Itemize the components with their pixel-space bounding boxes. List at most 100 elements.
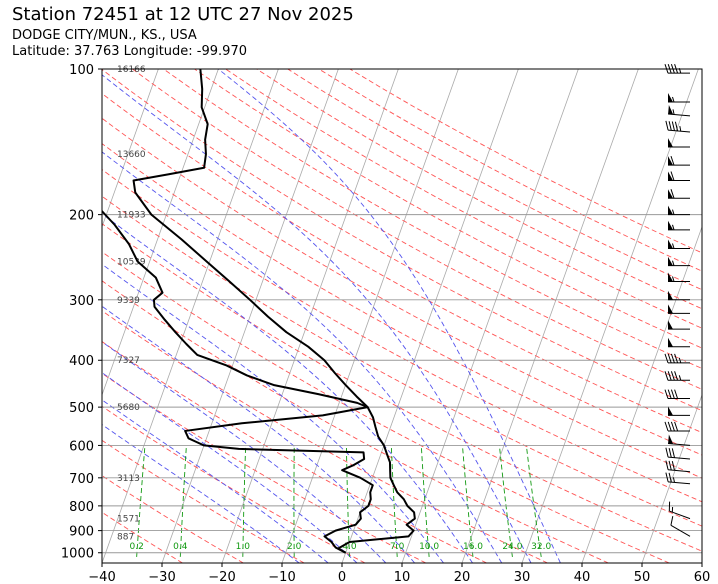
wind-barb-half bbox=[672, 209, 675, 215]
wind-barb-full bbox=[668, 460, 672, 471]
mixing-ratio-line bbox=[136, 445, 146, 557]
wind-barb-half bbox=[672, 109, 675, 115]
wind-barb-half bbox=[672, 477, 675, 483]
moist-adiabat-line bbox=[102, 399, 329, 563]
wind-barb-full bbox=[667, 353, 672, 364]
mixing-ratio-label: 0.2 bbox=[130, 542, 144, 552]
wind-barb-flag bbox=[668, 138, 673, 148]
wind-barb bbox=[668, 205, 690, 216]
wind-barb bbox=[664, 421, 690, 432]
y-tick-label: 700 bbox=[69, 472, 94, 487]
isotherm-line bbox=[581, 225, 702, 563]
moist-adiabat-line bbox=[102, 424, 300, 563]
x-tick-label: 40 bbox=[574, 570, 591, 584]
wind-barb-half bbox=[672, 260, 675, 266]
dewpoint-profile bbox=[102, 209, 374, 554]
x-tick-label: 20 bbox=[454, 570, 471, 584]
wind-barb bbox=[668, 501, 691, 520]
moist-adiabat-line bbox=[102, 213, 473, 563]
wind-barb-flag bbox=[668, 171, 673, 181]
dry-adiabat-line bbox=[102, 143, 702, 479]
wind-barb-full bbox=[670, 389, 675, 399]
wind-barb-flag bbox=[668, 105, 674, 115]
dry-adiabat-line bbox=[256, 69, 702, 310]
wind-barb-half bbox=[678, 68, 682, 74]
wind-barb bbox=[668, 93, 690, 103]
wind-barb-flag bbox=[668, 205, 673, 215]
y-tick-label: 300 bbox=[69, 294, 94, 309]
x-tick-label: −20 bbox=[208, 570, 235, 584]
dry-adiabat-line bbox=[225, 69, 702, 329]
wind-barb-flag bbox=[668, 434, 674, 444]
x-tick-label: −30 bbox=[148, 570, 175, 584]
height-label: 10539 bbox=[117, 258, 146, 268]
dry-adiabat-line bbox=[102, 280, 609, 563]
wind-barb bbox=[664, 371, 690, 381]
wind-barb-full bbox=[670, 421, 675, 432]
wind-barb-full bbox=[670, 64, 675, 74]
isotherm-line bbox=[521, 69, 699, 563]
wind-barb-flag bbox=[668, 156, 673, 166]
mixing-ratio-label: 32.0 bbox=[531, 542, 551, 552]
mixing-ratio-label: 1.0 bbox=[236, 542, 251, 552]
dry-adiabat-line bbox=[102, 405, 366, 563]
moist-adiabat-line bbox=[102, 305, 415, 563]
wind-barb-full bbox=[671, 121, 675, 131]
dry-adiabat-line bbox=[102, 372, 427, 563]
wind-barb-full bbox=[671, 460, 675, 471]
wind-barb-full bbox=[665, 447, 669, 458]
isotherm-line bbox=[0, 69, 98, 563]
wind-barb-full bbox=[670, 515, 674, 526]
x-tick-label: −40 bbox=[88, 570, 115, 584]
wind-barb-full bbox=[674, 64, 679, 74]
wind-barb-full bbox=[674, 389, 679, 399]
wind-barb-flag bbox=[668, 220, 673, 230]
wind-barb bbox=[668, 155, 690, 166]
wind-barb-full bbox=[670, 155, 675, 166]
y-tick-label: 500 bbox=[69, 401, 94, 416]
isotherm-line bbox=[341, 69, 519, 563]
x-tick-label: 30 bbox=[514, 570, 531, 584]
moist-adiabat-line bbox=[102, 341, 387, 563]
wind-barb-full bbox=[664, 353, 669, 364]
x-tick-label: 60 bbox=[694, 570, 711, 584]
wind-barb bbox=[665, 447, 691, 460]
wind-barb bbox=[668, 189, 690, 199]
y-tick-label: 400 bbox=[69, 354, 94, 369]
wind-barb-staff bbox=[668, 443, 691, 446]
wind-barb-full bbox=[674, 353, 679, 364]
wind-barb-full bbox=[671, 448, 675, 458]
isotherm-line bbox=[0, 69, 38, 563]
wind-barb bbox=[668, 171, 690, 181]
height-label: 887 bbox=[117, 532, 134, 542]
y-tick-label: 1000 bbox=[61, 547, 94, 562]
wind-barb-staff bbox=[668, 129, 691, 133]
wind-barb-half bbox=[672, 276, 675, 282]
wind-barb-full bbox=[667, 371, 672, 381]
height-label: 5680 bbox=[117, 403, 140, 413]
wind-barb bbox=[665, 472, 691, 485]
wind-barb bbox=[668, 138, 690, 148]
height-label: 1571 bbox=[117, 515, 140, 525]
wind-barb bbox=[668, 272, 690, 283]
y-tick-label: 600 bbox=[69, 439, 94, 454]
wind-barb-flag bbox=[668, 256, 673, 266]
wind-barb-half bbox=[672, 224, 675, 230]
mixing-ratio-label: 24.0 bbox=[502, 542, 522, 552]
x-axis: −40 −30 −20 −10 0 10 20 30 40 50 60 bbox=[88, 563, 710, 584]
height-label: 3113 bbox=[117, 474, 140, 484]
wind-barb-full bbox=[664, 389, 669, 399]
wind-barb bbox=[668, 434, 691, 446]
wind-barb-full bbox=[664, 371, 669, 381]
moist-adiabat-line bbox=[102, 263, 444, 563]
mixing-ratio-line bbox=[525, 445, 542, 557]
wind-barb bbox=[670, 515, 691, 537]
station-coordinates: Latitude: 37.763 Longitude: -99.970 bbox=[12, 44, 247, 59]
x-tick-label: 50 bbox=[634, 570, 651, 584]
y-tick-label: 800 bbox=[69, 500, 94, 515]
wind-barb bbox=[664, 353, 690, 364]
wind-barb-half bbox=[672, 243, 675, 249]
dry-adiabat-line bbox=[349, 69, 702, 254]
wind-barb-full bbox=[670, 171, 675, 181]
